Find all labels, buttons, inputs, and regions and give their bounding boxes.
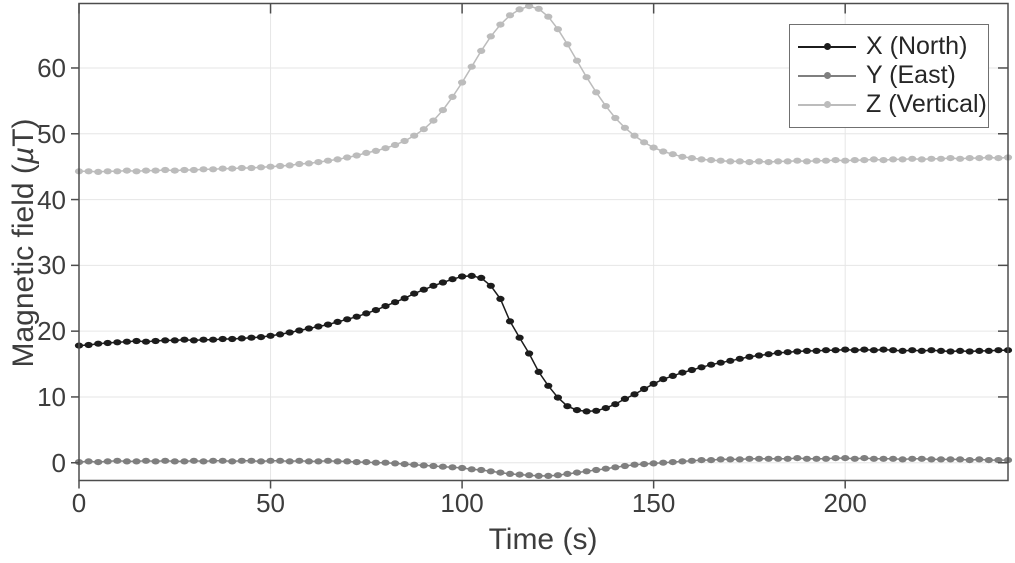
legend-item-x-north: X (North) [790,32,988,61]
legend-line-swatch-z [798,101,856,108]
legend-marker-icon [824,101,831,108]
y-tick-label: 40 [37,184,66,215]
x-tick-label: 150 [631,488,676,518]
legend-item-y-east: Y (East) [790,61,988,90]
legend-label-z: Z (Vertical) [866,90,987,118]
y-tick-label: 0 [51,447,66,478]
legend-label-x: X (North) [866,32,968,60]
x-tick-label: 0 [71,488,87,518]
x-tick-label: 50 [256,488,285,518]
y-tick-label: 60 [37,52,66,83]
x-tick-label: 200 [823,488,867,518]
legend-line-swatch-x [798,43,856,50]
x-axis-label: Time (s) [488,523,598,556]
legend-line-swatch-y [798,72,856,79]
legend-marker-icon [824,72,831,79]
legend-item-z-vertical: Z (Vertical) [790,90,988,119]
x-tick-label: 100 [440,488,484,518]
y-tick-label: 20 [37,316,66,347]
y-tick-label: 50 [37,118,66,149]
y-axis-label: Magnetic field (µT) [7,118,40,368]
y-tick-label: 10 [37,381,66,412]
legend-label-y: Y (East) [866,61,956,89]
y-tick-label: 30 [37,250,66,281]
legend-marker-icon [824,43,831,50]
chart-legend: X (North) Y (East) Z (Vertical) [789,24,989,128]
